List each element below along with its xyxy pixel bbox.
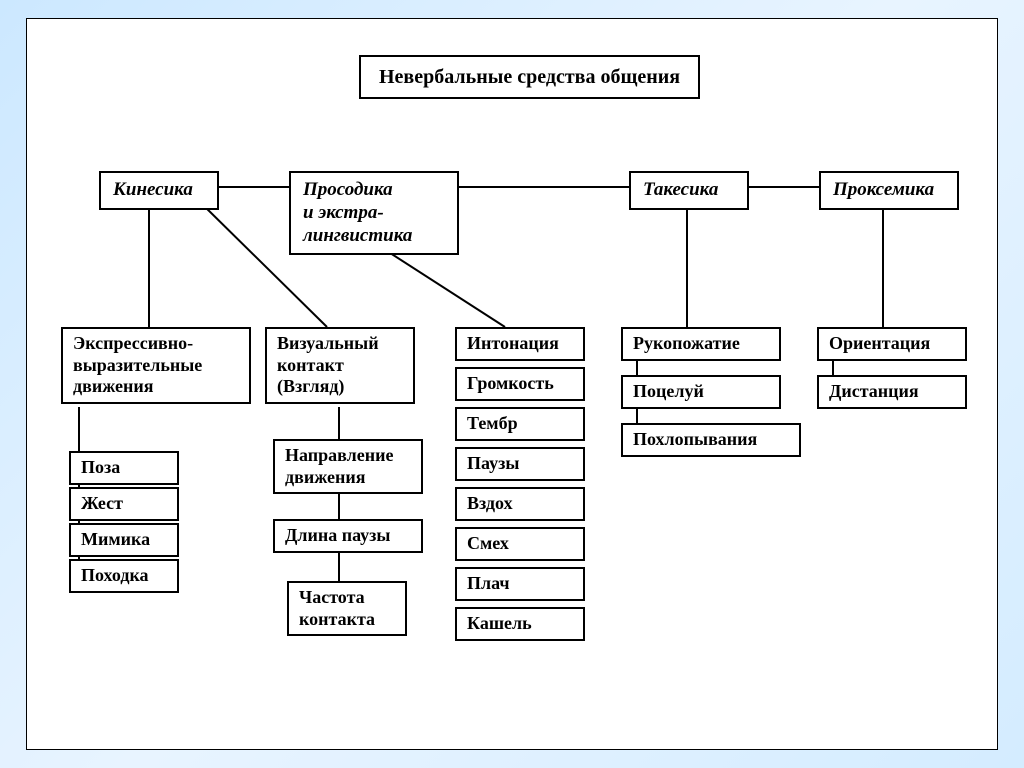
item-vzdokh: Вздох (455, 487, 585, 521)
item-intonatsiya: Интонация (455, 327, 585, 361)
item-napravlenie: Направление движения (273, 439, 423, 494)
item-plach: Плач (455, 567, 585, 601)
item-distantsiya: Дистанция (817, 375, 967, 409)
subgroup-expressive: Экспрессивно- выразительные движения (61, 327, 251, 404)
item-tembr: Тембр (455, 407, 585, 441)
item-kashel: Кашель (455, 607, 585, 641)
item-mimika: Мимика (69, 523, 179, 557)
item-rukopozhatie: Рукопожатие (621, 327, 781, 361)
item-poza: Поза (69, 451, 179, 485)
category-kinesika: Кинесика (99, 171, 219, 210)
category-proxemika: Проксемика (819, 171, 959, 210)
diagram-canvas: Невербальные средства общения Кинесика П… (26, 18, 998, 750)
item-orientatsiya: Ориентация (817, 327, 967, 361)
item-gromkost: Громкость (455, 367, 585, 401)
diagram-title: Невербальные средства общения (359, 55, 700, 99)
item-smekh: Смех (455, 527, 585, 561)
item-pokhlopyvaniya: Похлопывания (621, 423, 801, 457)
item-chastota: Частота контакта (287, 581, 407, 636)
category-prosodika: Просодика и экстра- лингвистика (289, 171, 459, 255)
item-dlina-pauzy: Длина паузы (273, 519, 423, 553)
item-zhest: Жест (69, 487, 179, 521)
item-potselui: Поцелуй (621, 375, 781, 409)
subgroup-visual-contact: Визуальный контакт (Взгляд) (265, 327, 415, 404)
category-takesika: Такесика (629, 171, 749, 210)
item-pauzy: Паузы (455, 447, 585, 481)
item-pokhodka: Походка (69, 559, 179, 593)
